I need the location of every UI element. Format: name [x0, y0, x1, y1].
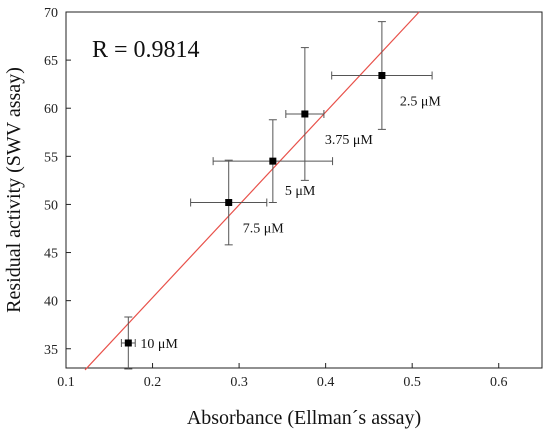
tick-labels: 0.1 0.2 0.3 0.4 0.5 0.6 35 40 45 50 55 60 65 70 [44, 6, 507, 390]
regression-line [84, 11, 420, 371]
x-tick-label: 0.2 [144, 375, 162, 390]
data-point [378, 72, 386, 80]
data-point [225, 199, 233, 207]
point-label: 2.5 μM [400, 95, 442, 110]
point-labels: 10 μM 7.5 μM 5 μM 3.75 μM 2.5 μM [140, 95, 441, 352]
point-label: 10 μM [140, 337, 178, 352]
data-point [124, 339, 132, 347]
y-tick-label: 45 [44, 247, 58, 262]
error-bars [120, 21, 433, 370]
y-tick-label: 35 [44, 343, 58, 358]
data-points [124, 72, 386, 347]
y-tick-label: 70 [44, 6, 58, 21]
point-label: 7.5 μM [243, 222, 285, 237]
x-tick-label: 0.1 [57, 375, 75, 390]
x-tick-label: 0.3 [230, 375, 248, 390]
y-tick-label: 60 [44, 102, 58, 117]
point-label: 5 μM [285, 184, 316, 199]
data-point [301, 110, 309, 118]
x-tick-label: 0.5 [403, 375, 421, 390]
plot-area [65, 11, 543, 369]
x-tick-label: 0.4 [317, 375, 335, 390]
y-tick-label: 40 [44, 295, 58, 310]
point-label: 3.75 μM [325, 133, 374, 148]
x-axis-title: Absorbance (Ellman´s assay) [187, 407, 421, 429]
correlation-annotation: R = 0.9814 [92, 37, 200, 63]
y-tick-label: 55 [44, 150, 58, 165]
x-tick-label: 0.6 [490, 375, 508, 390]
y-tick-label: 50 [44, 198, 58, 213]
y-axis-title: Residual activity (SWV assay) [3, 67, 25, 313]
data-point [269, 157, 277, 165]
y-tick-label: 65 [44, 54, 58, 69]
axis-ticks [65, 11, 500, 368]
